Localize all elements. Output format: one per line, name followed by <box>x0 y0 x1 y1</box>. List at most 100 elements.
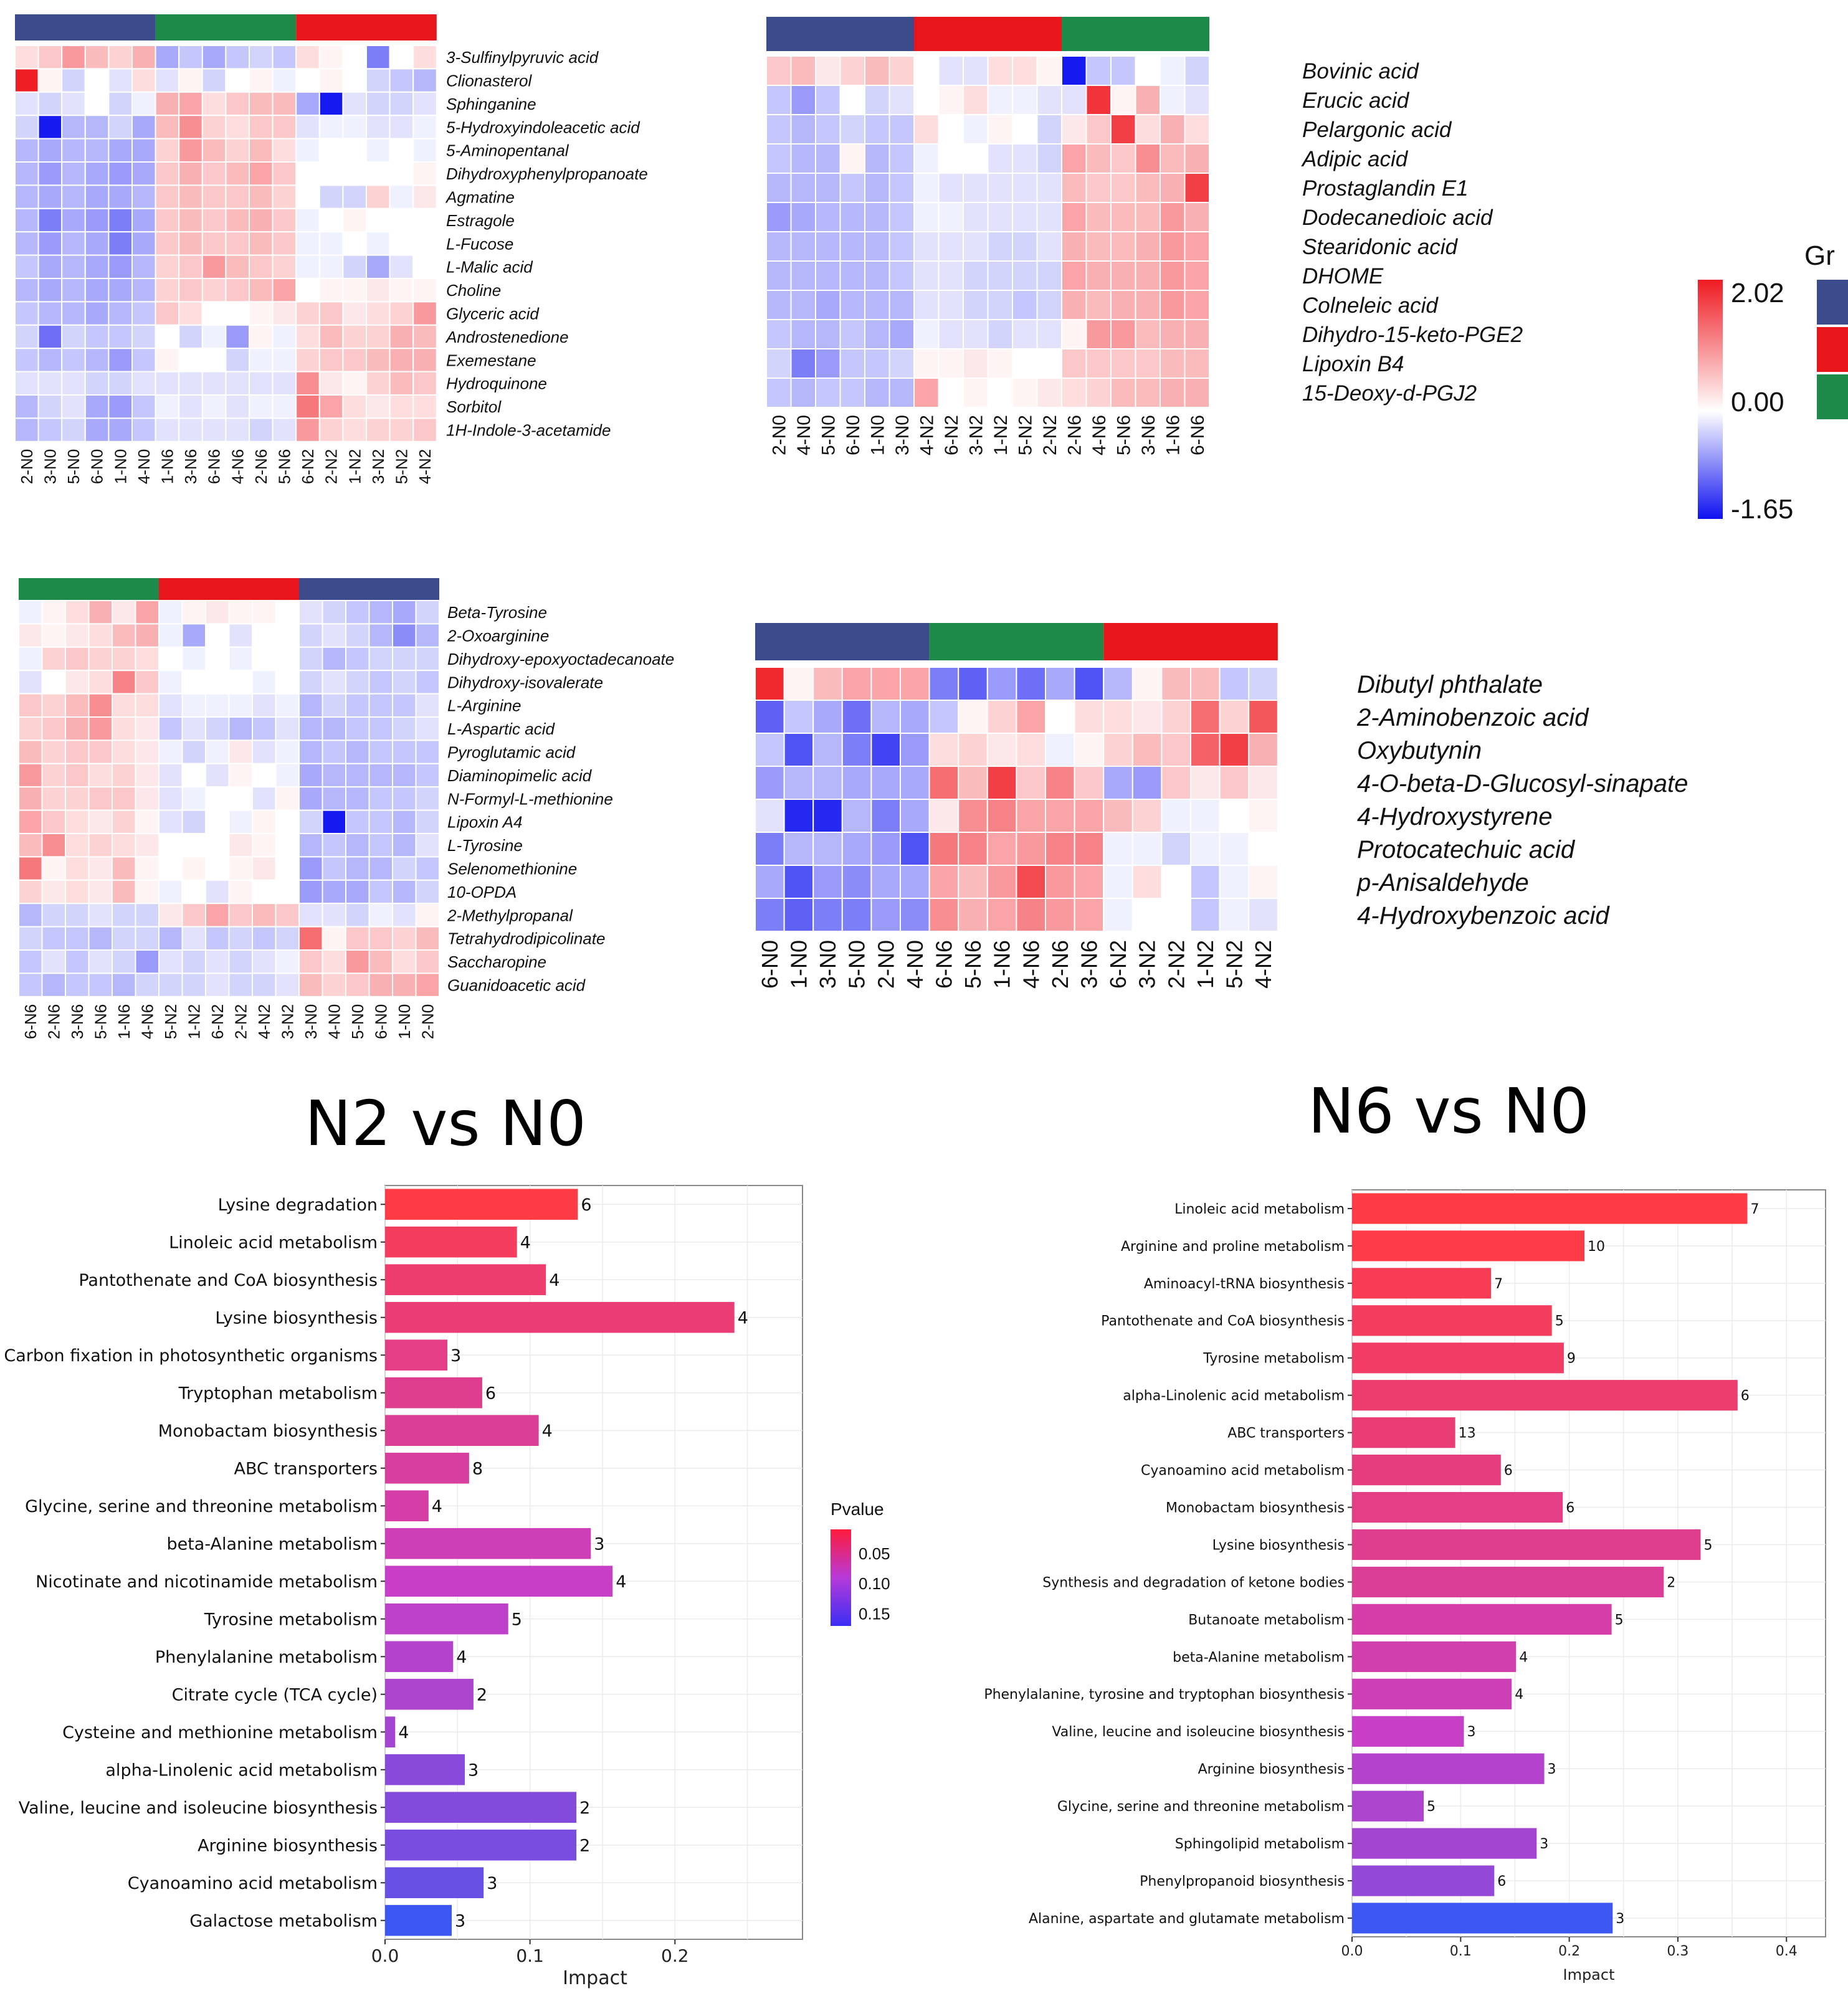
heatmap-cell <box>342 254 368 280</box>
heatmap-cell <box>272 254 297 280</box>
row-label-1h-indole-3-acetamide: 1H-Indole-3-acetamide <box>446 421 611 440</box>
heatmap-cell <box>298 600 323 625</box>
heatmap-cell <box>913 378 940 408</box>
heatmap-cell <box>900 898 930 932</box>
heatmap-cell <box>61 348 86 373</box>
heatmap-cell <box>252 670 277 695</box>
heatmap-cell <box>790 290 816 320</box>
row-label-protocatechuic-acid: Protocatechuic acid <box>1357 836 1576 863</box>
heatmap-cell <box>987 173 1013 203</box>
heatmap-cell <box>412 45 437 70</box>
heatmap-cell <box>389 417 414 442</box>
heatmap-cell <box>228 623 253 648</box>
row-label-sphinganine: Sphinganine <box>446 95 536 113</box>
count-label: 3 <box>450 1346 461 1366</box>
heatmap-cell <box>155 231 180 256</box>
heatmap-cell <box>913 290 940 320</box>
heatmap-cell <box>412 91 437 116</box>
heatmap-cell <box>900 766 930 800</box>
heatmap-cell <box>870 733 902 767</box>
heatmap-cell <box>790 348 816 379</box>
heatmap-cell <box>870 700 902 734</box>
x-axis-title: Impact <box>1563 1966 1614 1984</box>
heatmap-cell <box>181 646 206 672</box>
heatmap-cell <box>987 202 1013 232</box>
heatmap-cell <box>1248 898 1279 932</box>
heatmap-cell <box>201 68 227 93</box>
heatmap-cell <box>790 55 816 86</box>
heatmap-cell <box>392 600 417 625</box>
column-label: 4-N2 <box>1250 940 1276 989</box>
heatmap-cell <box>275 949 300 974</box>
heatmap-cell <box>963 202 989 232</box>
heatmap-cell <box>812 832 843 866</box>
heatmap-cell <box>295 161 320 186</box>
heatmap-cell <box>1085 378 1112 408</box>
heatmap-cell <box>225 91 250 116</box>
heatmap-cell <box>864 55 890 86</box>
heatmap-cell <box>839 260 865 291</box>
heatmap-cell <box>1190 766 1221 800</box>
row-label-guanidoacetic-acid: Guanidoacetic acid <box>447 976 586 995</box>
heatmap-cell <box>766 378 792 408</box>
heatmap-cell <box>839 114 865 145</box>
heatmap-cell <box>864 260 890 291</box>
heatmap-cell <box>1074 667 1105 701</box>
heatmap-cell <box>88 879 113 905</box>
category-label: Arginine biosynthesis <box>198 1837 378 1856</box>
heatmap-cell <box>84 348 110 373</box>
heatmap-cell <box>41 763 66 788</box>
heatmap-cell <box>252 879 277 905</box>
heatmap-cell <box>342 68 368 93</box>
row-label-diaminopimelic-acid: Diaminopimelic acid <box>447 766 593 785</box>
heatmap-cell <box>392 903 417 928</box>
heatmap-cell <box>84 138 110 163</box>
heatmap-cell <box>1103 766 1133 800</box>
count-label: 6 <box>581 1195 591 1215</box>
heatmap-cell <box>41 670 66 695</box>
bar-sphingolipid-metabolism <box>1352 1828 1537 1859</box>
heatmap-cell <box>368 693 393 718</box>
heatmap-cell <box>342 394 368 419</box>
heatmap-cell <box>249 184 274 209</box>
heatmap-cell <box>112 739 136 764</box>
heatmap-cell <box>112 670 136 695</box>
pvalue-legend: Pvalue 0.05 0.10 0.15 <box>831 1499 890 1626</box>
heatmap-cell <box>1016 667 1047 701</box>
count-label: 2 <box>579 1837 590 1856</box>
heatmap-cell <box>318 278 344 303</box>
bar-lysine-biosynthesis <box>385 1301 735 1333</box>
heatmap-cell <box>131 417 156 442</box>
heatmap-cell <box>65 763 90 788</box>
heatmap-cell <box>392 949 417 974</box>
heatmap-cell <box>318 394 344 419</box>
row-label-lipoxin-a4: Lipoxin A4 <box>447 813 522 832</box>
heatmap-cell <box>228 833 253 858</box>
heatmap-cell <box>135 600 160 625</box>
heatmap-cell <box>1219 766 1250 800</box>
heatmap-cell <box>37 138 63 163</box>
column-label: 2-N2 <box>1040 415 1060 455</box>
heatmap-cell <box>201 348 227 373</box>
heatmap-cell <box>112 949 136 974</box>
heatmap-cell <box>155 348 180 373</box>
heatmap-cell <box>389 161 414 186</box>
heatmap-cell <box>1061 85 1087 115</box>
heatmap-cell <box>135 926 160 951</box>
heatmap-cell <box>815 85 841 115</box>
row-label-p-anisaldehyde: p-Anisaldehyde <box>1356 869 1529 896</box>
heatmap-cell <box>815 143 841 174</box>
heatmap-cell <box>366 184 391 209</box>
heatmap-cell <box>225 394 250 419</box>
heatmap-cell <box>252 926 277 951</box>
heatmap-cell <box>888 260 915 291</box>
heatmap-cell <box>368 600 393 625</box>
heatmap-cell <box>155 371 180 396</box>
heatmap-cell <box>225 184 250 209</box>
heatmap-cell <box>412 417 437 442</box>
category-label: Valine, leucine and isoleucine biosynthe… <box>1052 1724 1345 1740</box>
x-tick-label: 0.0 <box>1341 1944 1363 1959</box>
count-label: 4 <box>738 1309 748 1328</box>
heatmap-cell <box>1036 260 1062 291</box>
row-label-4-o-beta-d-glucosyl-sinapate: 4-O-beta-D-Glucosyl-sinapate <box>1357 770 1688 797</box>
